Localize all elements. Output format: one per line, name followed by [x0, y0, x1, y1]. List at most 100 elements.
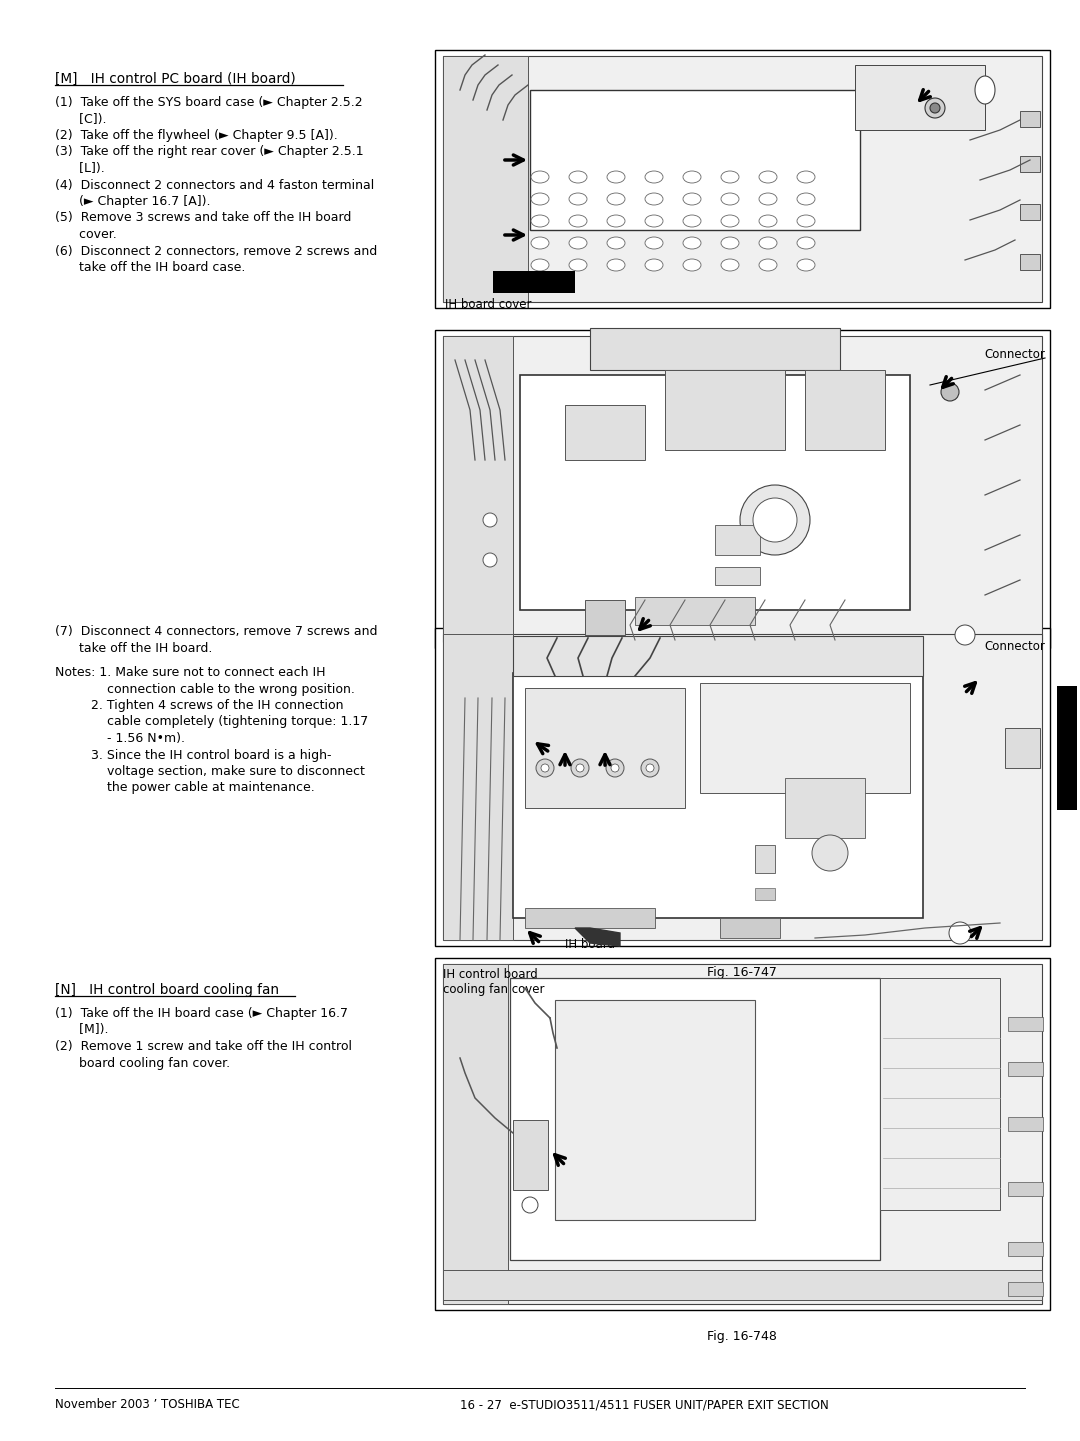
Ellipse shape — [759, 236, 777, 249]
Bar — [513, 1120, 548, 1190]
Bar — [1008, 1282, 1043, 1295]
Text: IH board cover: IH board cover — [445, 298, 531, 311]
Circle shape — [924, 98, 945, 118]
Bar — [665, 370, 785, 450]
Ellipse shape — [683, 171, 701, 183]
Circle shape — [483, 553, 497, 566]
Text: [C]).: [C]). — [55, 112, 107, 125]
Bar — [1008, 1117, 1043, 1131]
Bar — [530, 89, 860, 231]
Circle shape — [753, 499, 797, 542]
Text: (1)  Take off the SYS board case (► Chapter 2.5.2: (1) Take off the SYS board case (► Chapt… — [55, 97, 363, 110]
Text: board cooling fan cover.: board cooling fan cover. — [55, 1056, 230, 1069]
Bar — [492, 271, 575, 293]
Circle shape — [541, 764, 549, 772]
Ellipse shape — [721, 171, 739, 183]
Bar — [1020, 205, 1040, 220]
Circle shape — [949, 922, 971, 944]
Bar — [715, 525, 760, 555]
Circle shape — [941, 383, 959, 401]
Circle shape — [930, 102, 940, 112]
Text: Fig. 16-745: Fig. 16-745 — [707, 329, 777, 342]
Bar — [525, 908, 654, 928]
Text: connection cable to the wrong position.: connection cable to the wrong position. — [55, 683, 355, 696]
Bar — [435, 330, 1050, 648]
Bar — [510, 978, 880, 1259]
Bar — [635, 597, 755, 625]
Bar — [435, 628, 1050, 945]
Circle shape — [611, 764, 619, 772]
Ellipse shape — [683, 215, 701, 228]
Text: [M]).: [M]). — [55, 1023, 108, 1036]
Circle shape — [642, 759, 659, 777]
Text: IH board: IH board — [565, 938, 615, 951]
Circle shape — [483, 513, 497, 527]
Bar — [805, 370, 885, 450]
Bar — [1005, 728, 1040, 768]
Circle shape — [576, 764, 584, 772]
Circle shape — [522, 1197, 538, 1213]
Text: IH connection cable: IH connection cable — [610, 640, 726, 653]
Text: Fig. 16-746: Fig. 16-746 — [707, 669, 777, 682]
Bar — [880, 978, 1000, 1210]
Ellipse shape — [607, 171, 625, 183]
Ellipse shape — [645, 215, 663, 228]
Text: cover.: cover. — [55, 228, 117, 241]
Ellipse shape — [797, 215, 815, 228]
Text: [N]   IH control board cooling fan: [N] IH control board cooling fan — [55, 983, 279, 997]
Bar — [1020, 254, 1040, 269]
Bar — [555, 1000, 755, 1221]
Bar — [519, 375, 910, 610]
Bar — [700, 683, 910, 793]
Text: Fig. 16-748: Fig. 16-748 — [707, 1330, 777, 1343]
Text: take off the IH board case.: take off the IH board case. — [55, 261, 245, 274]
Ellipse shape — [569, 215, 588, 228]
Bar — [443, 634, 1042, 940]
Bar — [785, 778, 865, 839]
Bar — [435, 958, 1050, 1310]
Text: (2)  Take off the flywheel (► Chapter 9.5 [A]).: (2) Take off the flywheel (► Chapter 9.5… — [55, 130, 338, 143]
Circle shape — [606, 759, 624, 777]
Ellipse shape — [531, 193, 549, 205]
Ellipse shape — [721, 259, 739, 271]
Ellipse shape — [645, 171, 663, 183]
Bar — [443, 56, 1042, 303]
Text: (3)  Take off the right rear cover (► Chapter 2.5.1: (3) Take off the right rear cover (► Cha… — [55, 146, 364, 159]
Bar — [720, 918, 780, 938]
Ellipse shape — [721, 236, 739, 249]
Ellipse shape — [607, 215, 625, 228]
Ellipse shape — [645, 193, 663, 205]
Bar — [443, 56, 528, 303]
Ellipse shape — [797, 259, 815, 271]
Text: (6)  Disconnect 2 connectors, remove 2 screws and: (6) Disconnect 2 connectors, remove 2 sc… — [55, 245, 377, 258]
Ellipse shape — [531, 259, 549, 271]
Bar — [443, 964, 508, 1304]
Text: take off the IH board.: take off the IH board. — [55, 641, 213, 654]
Text: (► Chapter 16.7 [A]).: (► Chapter 16.7 [A]). — [55, 195, 211, 208]
Ellipse shape — [721, 215, 739, 228]
Text: [M]   IH control PC board (IH board): [M] IH control PC board (IH board) — [55, 72, 296, 86]
Bar — [755, 888, 775, 901]
Text: Connector: Connector — [984, 347, 1045, 362]
Bar — [1020, 111, 1040, 127]
Circle shape — [646, 764, 654, 772]
Ellipse shape — [797, 236, 815, 249]
Bar — [1008, 1062, 1043, 1076]
Ellipse shape — [531, 215, 549, 228]
Text: (5)  Remove 3 screws and take off the IH board: (5) Remove 3 screws and take off the IH … — [55, 212, 351, 225]
Bar — [1008, 1242, 1043, 1257]
Ellipse shape — [683, 259, 701, 271]
Text: IH board case: IH board case — [445, 640, 526, 653]
Circle shape — [536, 759, 554, 777]
Ellipse shape — [683, 193, 701, 205]
Ellipse shape — [759, 171, 777, 183]
Ellipse shape — [531, 171, 549, 183]
Bar — [1008, 1182, 1043, 1196]
Text: November 2003 ’ TOSHIBA TEC: November 2003 ’ TOSHIBA TEC — [55, 1398, 240, 1411]
Ellipse shape — [645, 236, 663, 249]
Ellipse shape — [569, 193, 588, 205]
Ellipse shape — [569, 259, 588, 271]
Ellipse shape — [607, 259, 625, 271]
Bar — [443, 336, 1042, 643]
Polygon shape — [575, 928, 620, 945]
